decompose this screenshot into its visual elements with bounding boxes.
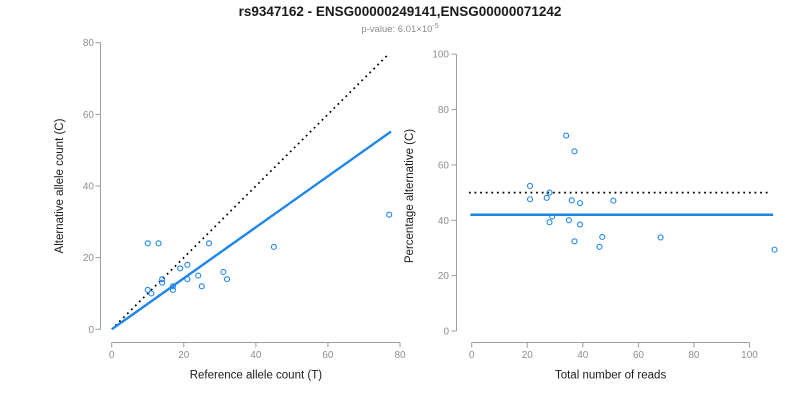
data-point xyxy=(546,219,553,226)
right-x-axis-label: Total number of reads xyxy=(555,370,666,382)
data-point xyxy=(144,240,151,247)
left-y-axis-label: Alternative allele count (C) xyxy=(54,118,66,253)
data-point xyxy=(159,279,166,286)
data-point xyxy=(195,272,202,279)
data-point xyxy=(184,276,191,283)
x-tick-label: 80 xyxy=(394,350,406,361)
y-tick-label: 60 xyxy=(83,110,95,121)
data-point xyxy=(205,240,213,247)
data-point xyxy=(543,194,550,201)
data-point xyxy=(565,217,572,224)
data-point xyxy=(198,283,205,290)
data-point xyxy=(159,276,166,283)
x-tick-label: 0 xyxy=(109,350,115,361)
plot-subtitle: p-value: 6.01×10-5 xyxy=(361,23,438,35)
data-point xyxy=(169,286,177,293)
data-point xyxy=(270,243,277,250)
data-point xyxy=(169,283,177,290)
data-point xyxy=(771,246,778,253)
x-tick-label: 60 xyxy=(633,350,645,361)
right-scatter-plot: 0 20 40 60 80 100 0 20 40 60 80 100 xyxy=(432,50,778,361)
x-tick-label: 40 xyxy=(250,350,262,361)
identity-line xyxy=(114,52,390,327)
subtitle-text: p-value: 6.01×10 xyxy=(361,24,432,35)
data-point xyxy=(599,233,606,240)
x-tick-label: 20 xyxy=(178,350,190,361)
y-tick-label: 0 xyxy=(88,325,94,336)
data-point xyxy=(563,132,570,139)
right-y-axis-label: Percentage alternative (C) xyxy=(404,129,416,263)
y-tick-label: 60 xyxy=(438,160,450,171)
x-tick-label: 60 xyxy=(322,350,334,361)
plot-title: rs9347162 - ENSG00000249141,ENSG00000071… xyxy=(239,4,562,19)
y-tick-label: 0 xyxy=(443,327,449,338)
left-x-axis-label: Reference allele count (T) xyxy=(190,370,322,382)
y-tick-label: 80 xyxy=(83,38,95,49)
y-tick-label: 20 xyxy=(83,253,95,264)
y-tick-label: 100 xyxy=(432,50,449,61)
data-point xyxy=(155,240,162,247)
y-tick-label: 20 xyxy=(438,271,450,282)
data-point xyxy=(526,182,534,190)
x-tick-label: 40 xyxy=(577,350,589,361)
y-tick-label: 40 xyxy=(438,216,450,227)
x-tick-label: 0 xyxy=(469,350,475,361)
data-point xyxy=(546,189,553,196)
data-point xyxy=(576,200,584,207)
x-tick-label: 20 xyxy=(522,350,534,361)
regression-line xyxy=(111,130,392,331)
data-point xyxy=(576,221,584,228)
left-scatter-plot: 0 20 40 60 80 0 20 40 60 80 xyxy=(83,38,406,361)
data-point xyxy=(568,197,575,204)
data-point xyxy=(549,213,556,220)
data-point xyxy=(526,196,534,203)
data-point xyxy=(148,290,155,297)
data-point xyxy=(177,265,184,272)
data-point xyxy=(571,238,578,245)
data-point xyxy=(144,286,151,293)
y-tick-label: 40 xyxy=(83,182,95,193)
x-tick-label: 80 xyxy=(688,350,700,361)
data-point xyxy=(386,211,393,218)
data-point xyxy=(610,197,617,204)
data-point xyxy=(657,234,664,241)
data-point xyxy=(184,261,191,268)
data-point xyxy=(223,276,231,283)
y-tick-label: 80 xyxy=(438,105,450,116)
data-point xyxy=(571,148,578,155)
data-point xyxy=(596,243,603,250)
subtitle-exponent: -5 xyxy=(432,23,438,30)
data-point xyxy=(220,268,227,276)
x-tick-label: 100 xyxy=(741,350,758,361)
